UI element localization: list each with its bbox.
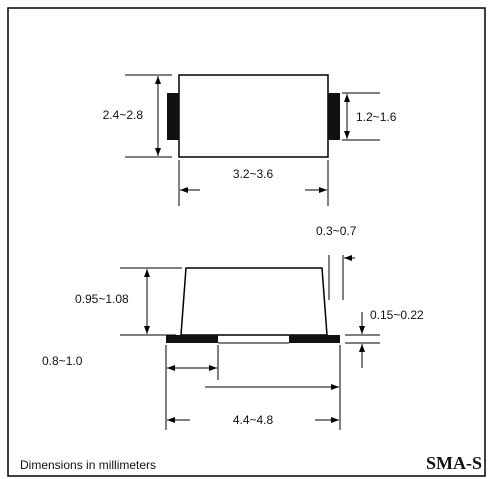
dim-label: 3.2~3.6 [233, 167, 274, 181]
footer-note: Dimensions in millimeters [20, 458, 156, 472]
top-view [125, 74, 380, 206]
side-view [120, 255, 380, 430]
dim-label: 0.3~0.7 [316, 224, 357, 238]
dim-label: 2.4~2.8 [103, 108, 144, 122]
dim-label: 4.4~4.8 [233, 413, 274, 427]
dim-label: 0.15~0.22 [370, 308, 424, 322]
dim-label: 0.8~1.0 [42, 354, 83, 368]
package-name: SMA-S [426, 453, 482, 473]
frame [7, 7, 486, 477]
dim-label: 1.2~1.6 [356, 110, 397, 124]
dim-label: 0.95~1.08 [75, 292, 129, 306]
